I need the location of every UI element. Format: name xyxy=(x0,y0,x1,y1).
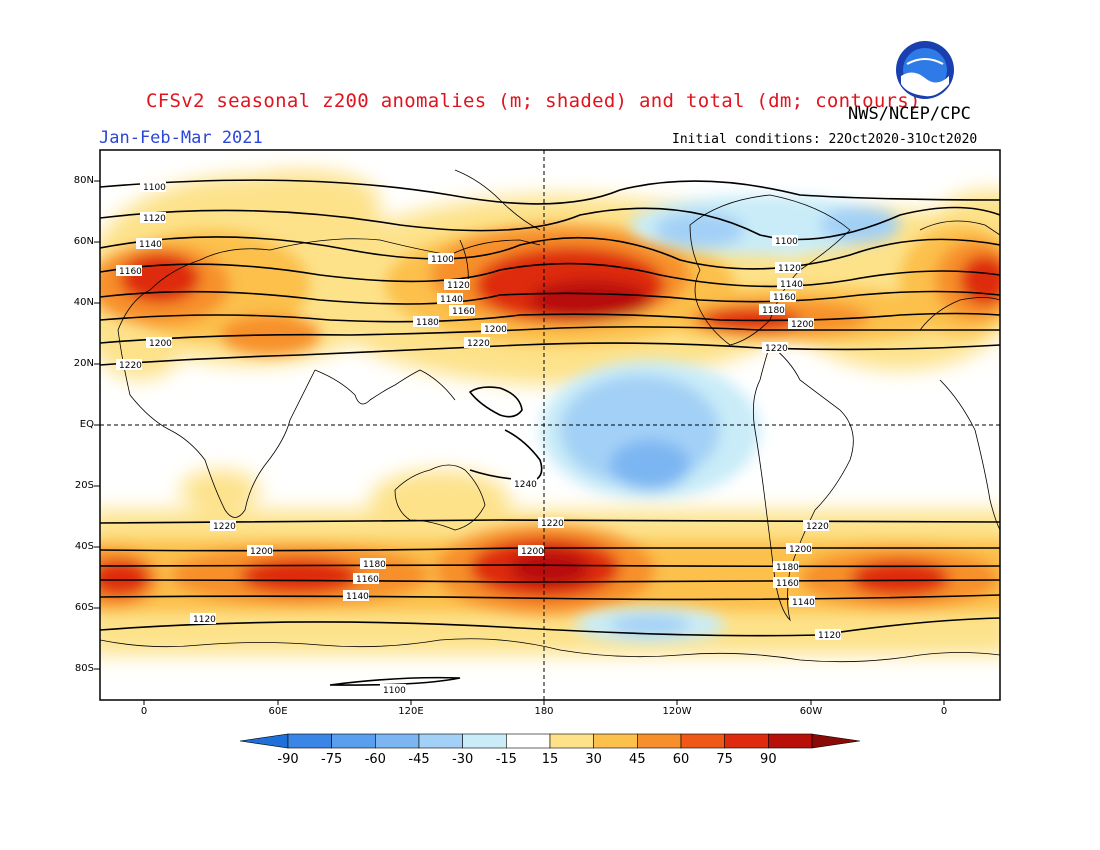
colorbar-swatch xyxy=(680,733,725,749)
initial-conditions: Initial conditions: 22Oct2020-31Oct2020 xyxy=(672,132,978,147)
svg-text:1140: 1140 xyxy=(792,598,815,608)
svg-text:1100: 1100 xyxy=(383,686,406,696)
svg-text:1120: 1120 xyxy=(193,615,216,625)
agency-label: NWS/NCEP/CPC xyxy=(848,104,971,124)
svg-text:1100: 1100 xyxy=(143,183,166,193)
lon-label: 0 xyxy=(940,706,948,717)
svg-text:1200: 1200 xyxy=(149,339,172,349)
svg-text:1160: 1160 xyxy=(773,293,796,303)
colorbar-swatch xyxy=(375,733,420,749)
svg-text:1160: 1160 xyxy=(452,307,475,317)
svg-text:1220: 1220 xyxy=(213,522,236,532)
svg-text:1100: 1100 xyxy=(775,237,798,247)
colorbar-label: -15 xyxy=(495,752,517,767)
svg-text:1140: 1140 xyxy=(139,240,162,250)
lat-label: 40N xyxy=(73,297,94,308)
svg-text:1200: 1200 xyxy=(789,545,812,555)
colorbar xyxy=(239,733,861,749)
colorbar-swatch xyxy=(418,733,463,749)
lon-label: 60E xyxy=(268,706,288,717)
svg-text:1180: 1180 xyxy=(776,563,799,573)
colorbar-swatch xyxy=(506,733,551,749)
svg-text:1200: 1200 xyxy=(484,325,507,335)
colorbar-swatch xyxy=(768,733,813,749)
svg-text:1120: 1120 xyxy=(778,264,801,274)
noaa-logo xyxy=(896,41,954,99)
svg-text:1220: 1220 xyxy=(541,519,564,529)
lat-label: EQ xyxy=(79,419,94,430)
svg-text:1160: 1160 xyxy=(119,267,142,277)
svg-text:1100: 1100 xyxy=(431,255,454,265)
svg-text:1220: 1220 xyxy=(467,339,490,349)
lon-label: 60W xyxy=(799,706,823,717)
lon-label: 120W xyxy=(662,706,692,717)
svg-text:1240: 1240 xyxy=(514,480,537,490)
svg-text:1180: 1180 xyxy=(416,318,439,328)
colorbar-min-arrow xyxy=(239,733,289,749)
lat-label: 60N xyxy=(73,236,94,247)
svg-text:1200: 1200 xyxy=(250,547,273,557)
lon-label: 180 xyxy=(534,706,554,717)
svg-text:1120: 1120 xyxy=(143,214,166,224)
svg-text:1200: 1200 xyxy=(791,320,814,330)
forecast-period: Jan-Feb-Mar 2021 xyxy=(99,128,263,148)
colorbar-swatch xyxy=(549,733,594,749)
lat-label: 20S xyxy=(74,480,94,491)
lat-label: 80N xyxy=(73,175,94,186)
svg-text:1220: 1220 xyxy=(806,522,829,532)
svg-text:1220: 1220 xyxy=(119,361,142,371)
colorbar-label: 60 xyxy=(672,752,690,767)
svg-text:1140: 1140 xyxy=(440,295,463,305)
svg-text:1160: 1160 xyxy=(356,575,379,585)
lat-label: 20N xyxy=(73,358,94,369)
svg-text:1180: 1180 xyxy=(363,560,386,570)
colorbar-max-arrow xyxy=(811,733,861,749)
colorbar-label: -75 xyxy=(321,752,343,767)
colorbar-swatch xyxy=(724,733,769,749)
svg-text:1120: 1120 xyxy=(818,631,841,641)
svg-text:1160: 1160 xyxy=(776,579,799,589)
colorbar-label: -45 xyxy=(408,752,430,767)
colorbar-swatch xyxy=(637,733,682,749)
axis-ticks xyxy=(94,180,945,705)
colorbar-label: -60 xyxy=(364,752,386,767)
colorbar-label: 90 xyxy=(760,752,777,767)
svg-text:1180: 1180 xyxy=(762,306,785,316)
lon-label: 0 xyxy=(140,706,148,717)
svg-text:1200: 1200 xyxy=(521,547,544,557)
colorbar-label: -90 xyxy=(277,752,299,767)
colorbar-swatch xyxy=(593,733,638,749)
colorbar-label: 75 xyxy=(716,752,733,767)
svg-text:1120: 1120 xyxy=(447,281,470,291)
lat-label: 60S xyxy=(74,602,94,613)
colorbar-swatch xyxy=(462,733,507,749)
svg-text:1140: 1140 xyxy=(346,592,369,602)
map-title: CFSv2 seasonal z200 anomalies (m; shaded… xyxy=(146,90,921,112)
lon-label: 120E xyxy=(398,706,424,717)
lat-label: 80S xyxy=(74,663,94,674)
shaded-anomalies: 1100 1120 1140 1160 1200 1220 1100 1120 … xyxy=(100,150,1000,700)
lat-label: 40S xyxy=(74,541,94,552)
svg-text:1140: 1140 xyxy=(780,280,803,290)
colorbar-label: 30 xyxy=(585,752,602,767)
colorbar-label: 45 xyxy=(629,752,646,767)
contour-labels: 1100 1120 1140 1160 1200 1220 1100 1120 … xyxy=(116,181,841,696)
colorbar-swatch xyxy=(331,733,376,749)
colorbar-swatch xyxy=(287,733,332,749)
colorbar-label: 15 xyxy=(541,752,559,767)
colorbar-label: -30 xyxy=(452,752,474,767)
svg-text:1220: 1220 xyxy=(765,344,788,354)
